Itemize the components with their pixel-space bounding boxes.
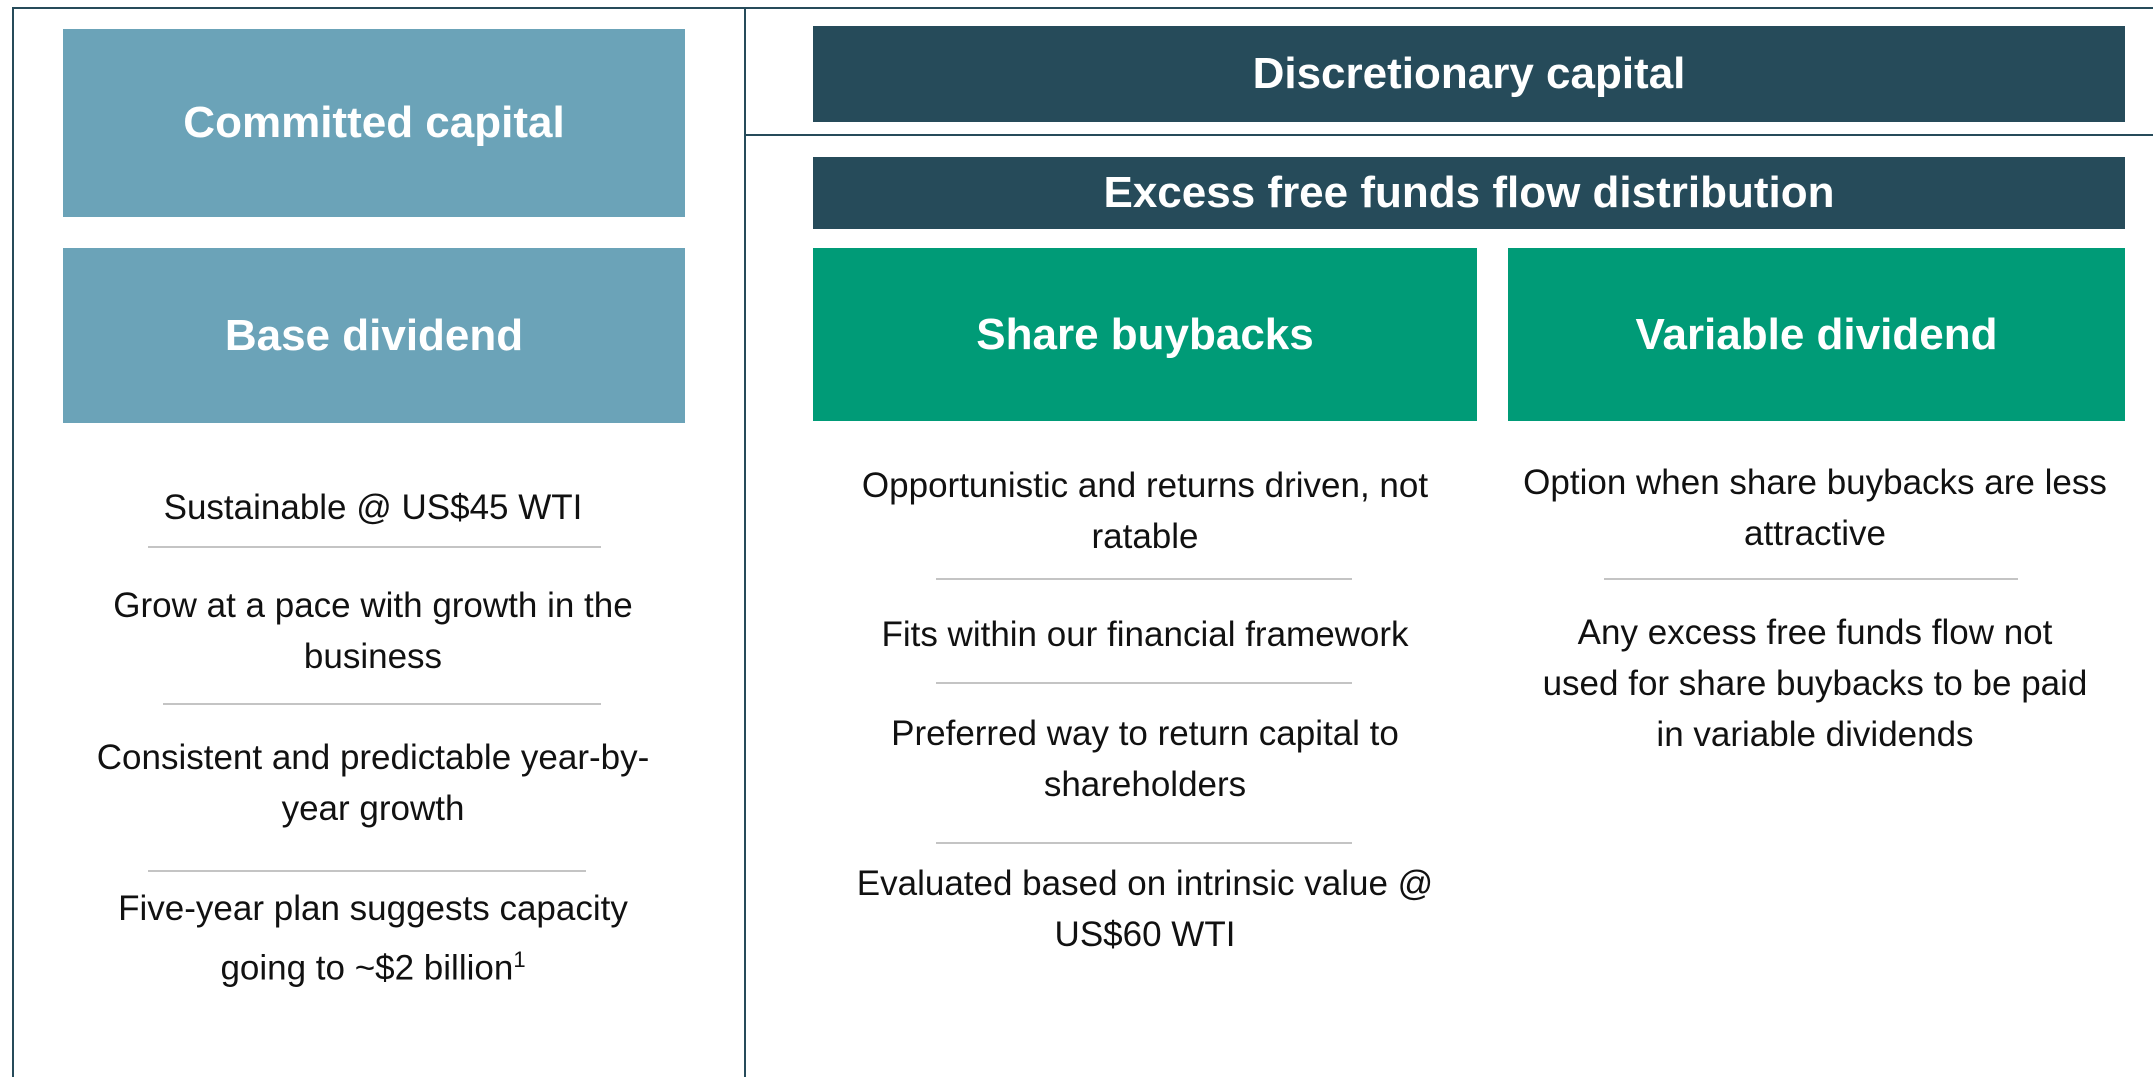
- header: Discretionary capital: [813, 26, 2125, 122]
- border-top: [12, 7, 2153, 9]
- separator: [1604, 578, 2018, 580]
- divider-horizontal: [744, 134, 2153, 136]
- subheader: Excess free funds flow distribution: [813, 157, 2125, 229]
- footnote: 1: [513, 947, 526, 972]
- item: Grow at a pace with growth in the busine…: [113, 586, 633, 676]
- item: Fits within our financial framework: [881, 615, 1409, 654]
- item: Evaluated based on intrinsic value @ US$…: [856, 864, 1434, 954]
- separator: [936, 682, 1352, 684]
- column-header: Variable dividend: [1508, 248, 2125, 421]
- item: Preferred way to return capital to share…: [891, 714, 1399, 804]
- border-left: [12, 7, 14, 1077]
- column-header: Base dividend: [63, 248, 685, 423]
- separator: [148, 546, 601, 548]
- item: Consistent and predictable year-by-year …: [96, 738, 650, 828]
- item-text: Five-year plan suggests capacity going t…: [118, 889, 628, 988]
- separator: [936, 842, 1352, 844]
- item: Opportunistic and returns driven, not ra…: [861, 466, 1429, 556]
- separator: [936, 578, 1352, 580]
- item: Option when share buybacks are less attr…: [1523, 463, 2107, 553]
- column-header: Share buybacks: [813, 248, 1477, 421]
- item: Sustainable @ US$45 WTI: [163, 488, 583, 527]
- item: Any excess free funds flow not used for …: [1542, 613, 2088, 754]
- separator: [148, 870, 586, 872]
- header: Committed capital: [63, 29, 685, 217]
- divider: [744, 7, 746, 1077]
- item: Five-year plan suggests capacity going t…: [73, 883, 673, 994]
- separator: [163, 703, 601, 705]
